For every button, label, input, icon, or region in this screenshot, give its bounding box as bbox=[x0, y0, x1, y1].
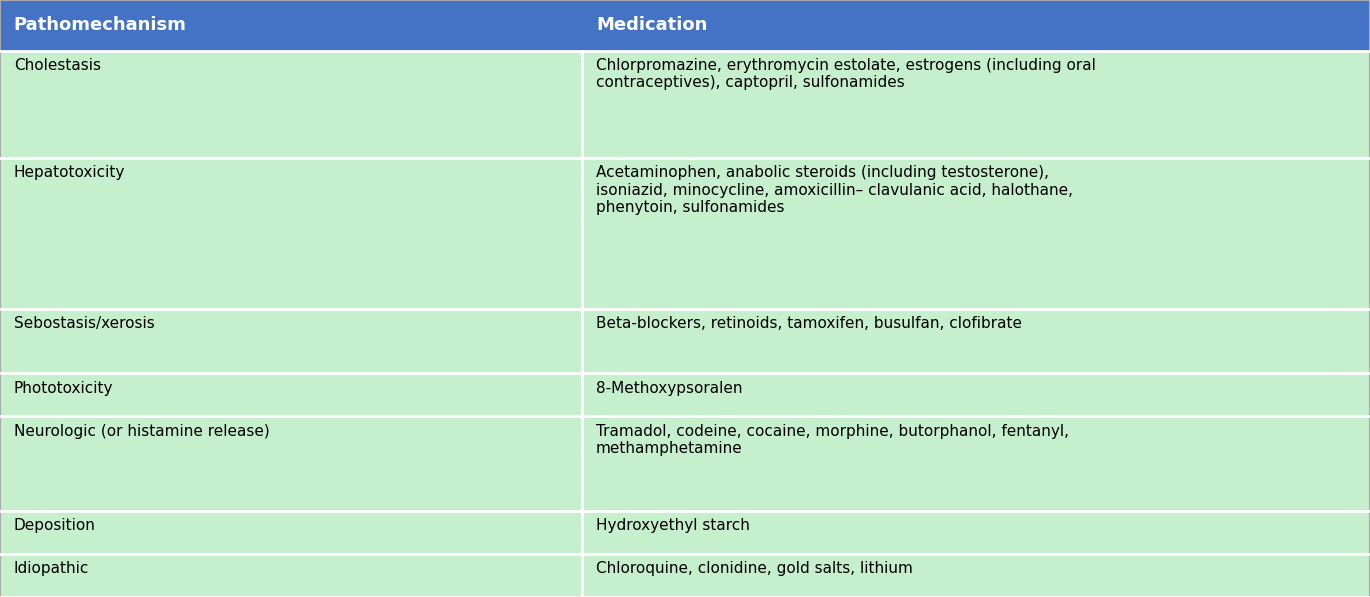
Text: Chlorpromazine, erythromycin estolate, estrogens (including oral
contraceptives): Chlorpromazine, erythromycin estolate, e… bbox=[596, 58, 1096, 90]
Text: 8-Methoxypsoralen: 8-Methoxypsoralen bbox=[596, 380, 743, 395]
Text: Chloroquine, clonidine, gold salts, lithium: Chloroquine, clonidine, gold salts, lith… bbox=[596, 561, 912, 576]
Text: Cholestasis: Cholestasis bbox=[14, 58, 101, 73]
Bar bbox=[582, 158, 1370, 309]
Text: Pathomechanism: Pathomechanism bbox=[14, 16, 186, 35]
Bar bbox=[0, 158, 582, 309]
Text: Hepatotoxicity: Hepatotoxicity bbox=[14, 165, 125, 180]
Bar bbox=[0, 51, 582, 158]
Text: Hydroxyethyl starch: Hydroxyethyl starch bbox=[596, 518, 749, 533]
Text: Deposition: Deposition bbox=[14, 518, 96, 533]
Bar bbox=[0, 0, 582, 51]
Bar bbox=[582, 416, 1370, 511]
Text: Acetaminophen, anabolic steroids (including testosterone),
isoniazid, minocyclin: Acetaminophen, anabolic steroids (includ… bbox=[596, 165, 1073, 216]
Bar bbox=[582, 51, 1370, 158]
Bar bbox=[582, 0, 1370, 51]
Text: Neurologic (or histamine release): Neurologic (or histamine release) bbox=[14, 423, 270, 439]
Text: Idiopathic: Idiopathic bbox=[14, 561, 89, 576]
Text: Beta-blockers, retinoids, tamoxifen, busulfan, clofibrate: Beta-blockers, retinoids, tamoxifen, bus… bbox=[596, 316, 1022, 331]
Text: Medication: Medication bbox=[596, 16, 707, 35]
Bar bbox=[582, 309, 1370, 373]
Text: Sebostasis/xerosis: Sebostasis/xerosis bbox=[14, 316, 155, 331]
Bar bbox=[0, 416, 582, 511]
Bar bbox=[0, 554, 582, 597]
Bar bbox=[582, 511, 1370, 554]
Bar bbox=[582, 554, 1370, 597]
Bar bbox=[0, 373, 582, 416]
Bar bbox=[582, 373, 1370, 416]
Bar bbox=[0, 511, 582, 554]
Bar bbox=[0, 309, 582, 373]
Text: Tramadol, codeine, cocaine, morphine, butorphanol, fentanyl,
methamphetamine: Tramadol, codeine, cocaine, morphine, bu… bbox=[596, 423, 1069, 456]
Text: Phototoxicity: Phototoxicity bbox=[14, 380, 114, 395]
